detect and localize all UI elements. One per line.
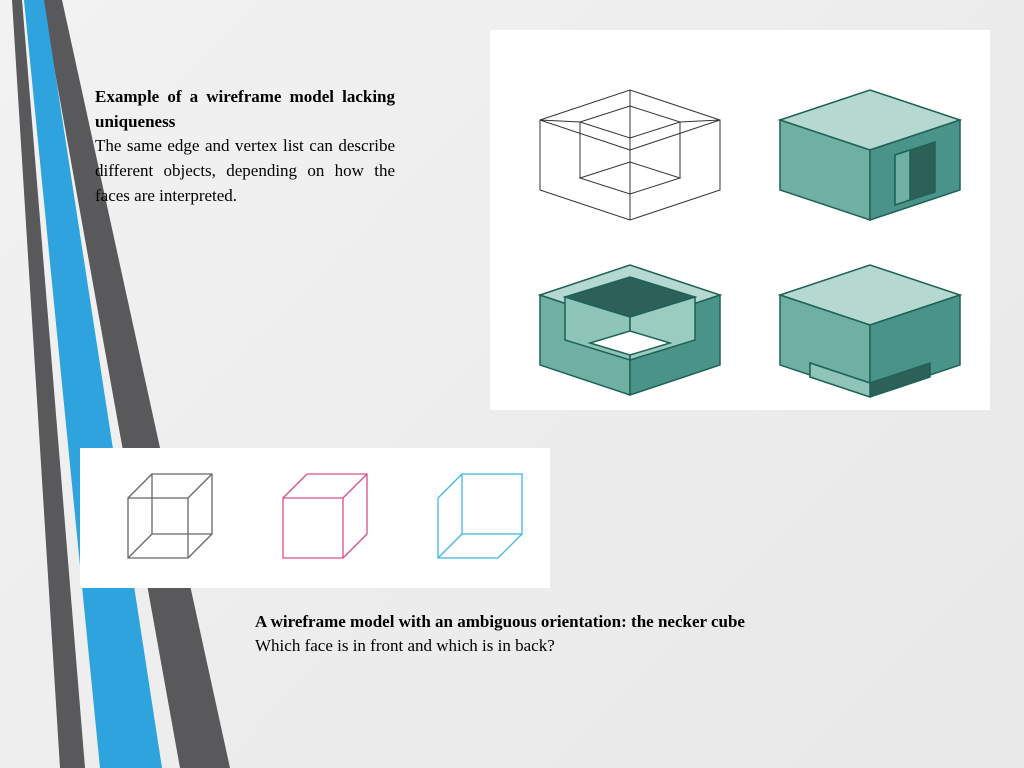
necker-cube-cyan-icon xyxy=(438,474,522,558)
solid-box-side-hole-icon xyxy=(780,90,960,220)
body-2: Which face is in front and which is in b… xyxy=(255,636,555,655)
solid-box-front-slot-icon xyxy=(780,265,960,397)
body-1: The same edge and vertex list can descri… xyxy=(95,136,395,204)
figure-necker-cubes xyxy=(80,448,550,588)
necker-cube-pink-icon xyxy=(283,474,367,558)
text-necker-cube: A wireframe model with an ambiguous orie… xyxy=(255,610,755,658)
text-wireframe-uniqueness: Example of a wireframe model lacking uni… xyxy=(95,85,395,208)
figure-wireframe-interpretations xyxy=(490,30,990,410)
wireframe-box-icon xyxy=(540,90,720,220)
title-2: A wireframe model with an ambiguous orie… xyxy=(255,612,745,631)
solid-box-open-top-icon xyxy=(540,265,720,395)
necker-cube-gray-icon xyxy=(128,474,212,558)
title-1: Example of a wireframe model lacking uni… xyxy=(95,87,395,131)
